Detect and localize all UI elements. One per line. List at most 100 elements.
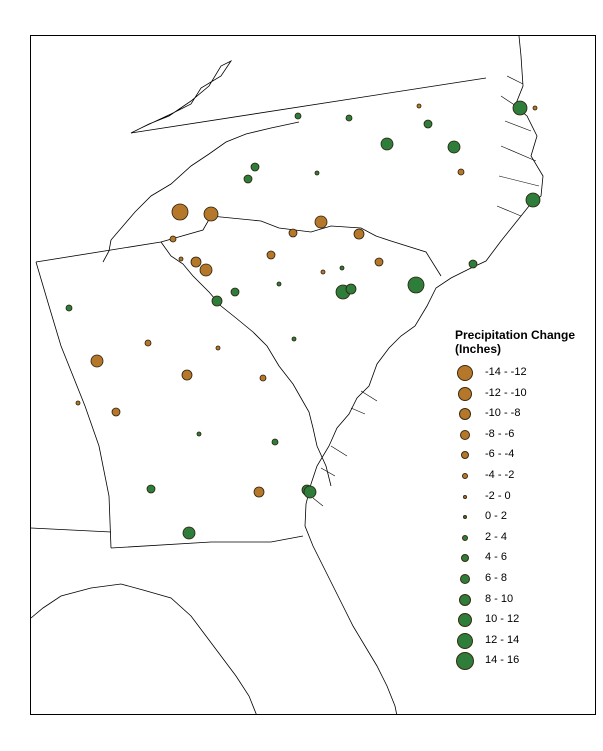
legend-label: -2 - 0 bbox=[485, 489, 511, 502]
legend-symbol-icon bbox=[462, 534, 468, 541]
legend-symbol-icon bbox=[459, 408, 471, 421]
sc-ga-marsh-coast bbox=[312, 390, 378, 507]
station-marker bbox=[199, 263, 213, 277]
legend-symbol-icon bbox=[458, 613, 472, 628]
station-marker bbox=[196, 431, 202, 437]
station-marker bbox=[203, 206, 219, 222]
station-marker bbox=[146, 484, 156, 494]
legend-symbol-icon bbox=[460, 429, 470, 440]
station-marker bbox=[345, 114, 353, 122]
legend-item: 2 - 4 bbox=[455, 529, 585, 547]
legend-item: -14 - -12 bbox=[455, 364, 585, 382]
station-marker bbox=[215, 345, 221, 351]
station-marker bbox=[144, 339, 152, 347]
legend-label: 12 - 14 bbox=[485, 633, 520, 646]
station-marker bbox=[181, 369, 193, 381]
nc-tn-border bbox=[110, 121, 300, 241]
map-canvas bbox=[31, 36, 544, 714]
legend-label: -10 - -8 bbox=[485, 407, 521, 420]
station-marker bbox=[259, 374, 267, 382]
legend-item: -10 - -8 bbox=[455, 405, 585, 423]
station-marker bbox=[345, 283, 357, 295]
atlantic-coastline bbox=[304, 36, 544, 714]
station-marker bbox=[314, 215, 328, 229]
station-marker bbox=[416, 103, 422, 109]
station-marker bbox=[339, 265, 345, 271]
legend-title: Precipitation Change (Inches) bbox=[455, 328, 595, 356]
legend-item: -2 - 0 bbox=[455, 488, 585, 506]
legend-label: 6 - 8 bbox=[485, 572, 508, 584]
legend-item: 12 - 14 bbox=[455, 632, 585, 650]
station-marker bbox=[169, 235, 177, 243]
tn-interior-line bbox=[102, 239, 112, 263]
station-marker bbox=[230, 287, 240, 297]
legend-label: -8 - -6 bbox=[485, 427, 515, 440]
station-marker bbox=[90, 354, 104, 368]
station-marker bbox=[294, 112, 302, 120]
station-marker bbox=[178, 256, 184, 262]
legend-symbol-icon bbox=[457, 365, 473, 381]
legend-symbol-icon bbox=[463, 515, 467, 520]
station-marker bbox=[65, 304, 73, 312]
station-marker bbox=[512, 100, 528, 116]
station-marker bbox=[288, 228, 298, 238]
station-marker bbox=[211, 295, 223, 307]
legend-title-line1: Precipitation Change bbox=[455, 328, 576, 342]
legend-item: 14 - 16 bbox=[455, 652, 585, 671]
station-marker bbox=[276, 281, 282, 287]
legend-item: 6 - 8 bbox=[455, 570, 585, 588]
station-marker bbox=[353, 228, 365, 240]
station-marker bbox=[253, 486, 265, 498]
station-marker bbox=[380, 137, 394, 151]
station-marker bbox=[423, 119, 433, 129]
station-marker bbox=[171, 203, 189, 221]
legend-label: 2 - 4 bbox=[485, 530, 508, 543]
legend-label: -14 - -12 bbox=[485, 366, 527, 378]
al-fl-border bbox=[31, 527, 112, 533]
legend-symbol-icon bbox=[461, 451, 469, 460]
legend-item: -6 - -4 bbox=[455, 446, 585, 464]
legend-item: 4 - 6 bbox=[455, 549, 585, 567]
state-boundaries bbox=[31, 36, 544, 714]
map-legend: Precipitation Change (Inches) -14 - -12 -… bbox=[455, 328, 595, 671]
legend-symbol-icon bbox=[463, 494, 467, 499]
legend-item: -12 - -10 bbox=[455, 385, 585, 403]
ga-north-border bbox=[35, 241, 162, 263]
station-marker bbox=[271, 438, 279, 446]
station-marker bbox=[190, 256, 202, 268]
legend-item: 8 - 10 bbox=[455, 591, 585, 609]
station-markers bbox=[65, 100, 541, 540]
station-marker bbox=[314, 170, 320, 176]
station-marker bbox=[447, 140, 461, 154]
legend-symbol-icon bbox=[461, 554, 469, 563]
nc-sounds bbox=[496, 75, 540, 217]
virginia-border bbox=[130, 77, 487, 134]
ga-fl-border bbox=[110, 535, 304, 549]
station-marker bbox=[532, 105, 538, 111]
legend-label: 8 - 10 bbox=[485, 592, 514, 605]
station-marker bbox=[407, 276, 425, 294]
legend-title-line2: (Inches) bbox=[455, 342, 502, 356]
legend-label: 10 - 12 bbox=[485, 613, 520, 626]
legend-item: -8 - -6 bbox=[455, 426, 585, 444]
legend-item: -4 - -2 bbox=[455, 467, 585, 485]
legend-label: -6 - -4 bbox=[485, 448, 515, 461]
legend-label: -12 - -10 bbox=[485, 386, 527, 399]
west-virginia-outline bbox=[130, 59, 233, 134]
legend-item: 10 - 12 bbox=[455, 611, 585, 629]
legend-label: 14 - 16 bbox=[485, 654, 520, 667]
legend-item: 0 - 2 bbox=[455, 508, 585, 526]
station-marker bbox=[243, 174, 253, 184]
map-frame bbox=[30, 35, 596, 715]
station-marker bbox=[303, 485, 317, 499]
legend-symbol-icon bbox=[459, 593, 471, 606]
legend-symbol-icon bbox=[456, 652, 474, 671]
station-marker bbox=[525, 192, 541, 208]
legend-label: -4 - -2 bbox=[485, 469, 515, 481]
station-marker bbox=[457, 168, 465, 176]
station-marker bbox=[75, 400, 81, 406]
station-marker bbox=[320, 269, 326, 275]
legend-symbol-icon bbox=[460, 574, 470, 584]
ga-al-border bbox=[35, 261, 112, 549]
station-marker bbox=[111, 407, 121, 417]
